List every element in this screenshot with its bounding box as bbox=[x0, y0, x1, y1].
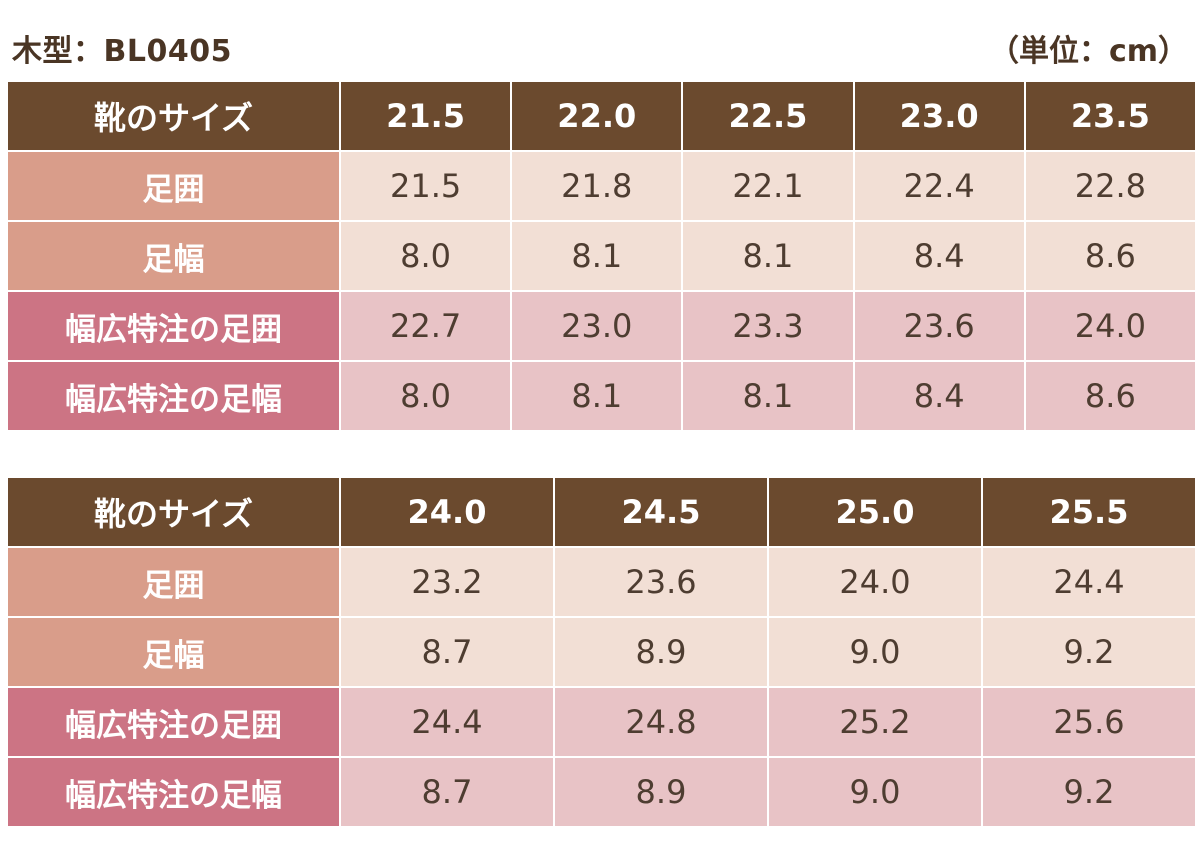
measurement-cell: 22.8 bbox=[1023, 150, 1198, 222]
unit-label: （単位：cm） bbox=[988, 34, 1188, 69]
measurement-cell: 8.0 bbox=[338, 220, 513, 292]
shoe-size-cell: 23.5 bbox=[1023, 80, 1198, 152]
measurement-cell: 8.1 bbox=[510, 360, 684, 432]
table-row: 幅広特注の足囲 24.4 24.8 25.2 25.6 bbox=[6, 686, 1197, 758]
measurement-cell: 22.1 bbox=[681, 150, 855, 222]
measurement-cell: 9.0 bbox=[767, 616, 983, 688]
measurement-cell: 8.7 bbox=[339, 756, 555, 828]
shoe-size-cell: 23.0 bbox=[852, 80, 1026, 152]
size-header-row: 靴のサイズ 24.0 24.5 25.0 25.5 bbox=[6, 476, 1197, 548]
row-label: 足幅 bbox=[6, 220, 341, 292]
measurement-cell: 23.6 bbox=[553, 546, 769, 618]
size-table-1: 靴のサイズ 21.5 22.0 22.5 23.0 23.5 足囲 21.5 21.8 22.1 2… bbox=[6, 80, 1198, 432]
shoe-size-cell: 25.5 bbox=[981, 476, 1197, 548]
table-row: 幅広特注の足囲 22.7 23.0 23.3 23.6 24.0 bbox=[6, 290, 1198, 362]
measurement-cell: 24.4 bbox=[981, 546, 1197, 618]
table-row: 足幅 8.7 8.9 9.0 9.2 bbox=[6, 616, 1197, 688]
measurement-cell: 8.4 bbox=[852, 360, 1026, 432]
shoe-size-cell: 22.5 bbox=[681, 80, 855, 152]
measurement-cell: 8.1 bbox=[510, 220, 684, 292]
measurement-cell: 24.4 bbox=[339, 686, 555, 758]
measurement-cell: 8.6 bbox=[1023, 360, 1198, 432]
measurement-cell: 8.1 bbox=[681, 360, 855, 432]
row-label: 足幅 bbox=[6, 616, 341, 688]
measurement-cell: 24.0 bbox=[767, 546, 983, 618]
shoe-size-cell: 25.0 bbox=[767, 476, 983, 548]
shoe-size-cell: 22.0 bbox=[510, 80, 684, 152]
row-label: 幅広特注の足囲 bbox=[6, 686, 341, 758]
measurement-cell: 22.7 bbox=[338, 290, 513, 362]
row-label: 足囲 bbox=[6, 150, 341, 222]
shoe-size-cell: 24.0 bbox=[339, 476, 555, 548]
measurement-cell: 9.2 bbox=[981, 756, 1197, 828]
table-row: 足囲 21.5 21.8 22.1 22.4 22.8 bbox=[6, 150, 1198, 222]
measurement-cell: 23.3 bbox=[681, 290, 855, 362]
measurement-cell: 25.2 bbox=[767, 686, 983, 758]
size-header-label: 靴のサイズ bbox=[6, 476, 341, 548]
measurement-cell: 23.0 bbox=[510, 290, 684, 362]
measurement-cell: 24.8 bbox=[553, 686, 769, 758]
measurement-cell: 24.0 bbox=[1023, 290, 1198, 362]
size-header-label: 靴のサイズ bbox=[6, 80, 341, 152]
row-label: 幅広特注の足幅 bbox=[6, 756, 341, 828]
size-header-row: 靴のサイズ 21.5 22.0 22.5 23.0 23.5 bbox=[6, 80, 1198, 152]
measurement-cell: 9.2 bbox=[981, 616, 1197, 688]
measurement-cell: 8.7 bbox=[339, 616, 555, 688]
shoe-size-cell: 24.5 bbox=[553, 476, 769, 548]
measurement-cell: 8.6 bbox=[1023, 220, 1198, 292]
size-table-2: 靴のサイズ 24.0 24.5 25.0 25.5 足囲 23.2 23.6 24.0 24.4 足… bbox=[6, 476, 1197, 828]
measurement-cell: 23.6 bbox=[852, 290, 1026, 362]
row-label: 幅広特注の足幅 bbox=[6, 360, 341, 432]
measurement-cell: 23.2 bbox=[339, 546, 555, 618]
measurement-cell: 21.8 bbox=[510, 150, 684, 222]
row-label: 足囲 bbox=[6, 546, 341, 618]
measurement-cell: 22.4 bbox=[852, 150, 1026, 222]
table-row: 足囲 23.2 23.6 24.0 24.4 bbox=[6, 546, 1197, 618]
measurement-cell: 8.4 bbox=[852, 220, 1026, 292]
table-row: 幅広特注の足幅 8.7 8.9 9.0 9.2 bbox=[6, 756, 1197, 828]
table-row: 足幅 8.0 8.1 8.1 8.4 8.6 bbox=[6, 220, 1198, 292]
shoe-size-cell: 21.5 bbox=[338, 80, 513, 152]
measurement-cell: 8.1 bbox=[681, 220, 855, 292]
measurement-cell: 8.9 bbox=[553, 756, 769, 828]
measurement-cell: 8.0 bbox=[338, 360, 513, 432]
page-title: 木型：BL0405 bbox=[12, 34, 232, 69]
measurement-cell: 21.5 bbox=[338, 150, 513, 222]
measurement-cell: 9.0 bbox=[767, 756, 983, 828]
measurement-cell: 8.9 bbox=[553, 616, 769, 688]
measurement-cell: 25.6 bbox=[981, 686, 1197, 758]
table-row: 幅広特注の足幅 8.0 8.1 8.1 8.4 8.6 bbox=[6, 360, 1198, 432]
row-label: 幅広特注の足囲 bbox=[6, 290, 341, 362]
